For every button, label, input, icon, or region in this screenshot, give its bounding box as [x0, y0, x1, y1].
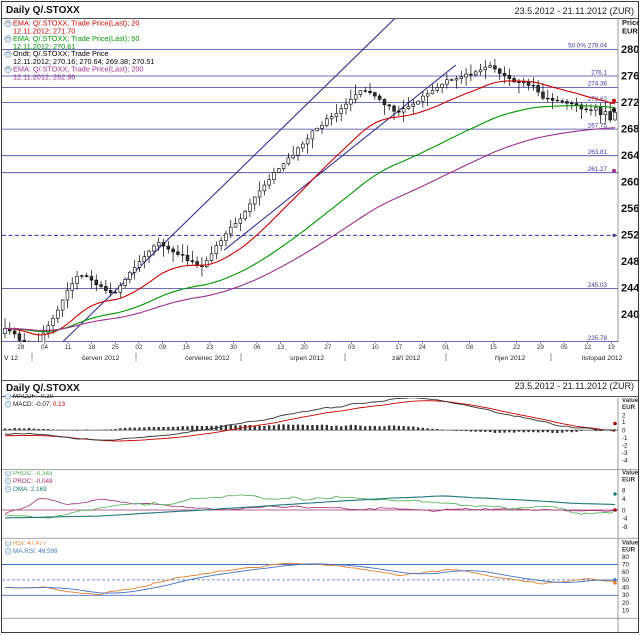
svg-text:30: 30	[622, 592, 629, 599]
svg-text:V 12: V 12	[4, 355, 18, 362]
svg-text:04: 04	[41, 344, 49, 351]
svg-text:0: 0	[622, 508, 626, 515]
svg-text:říjen 2012: říjen 2012	[495, 355, 525, 362]
svg-text:24: 24	[419, 344, 427, 351]
svg-text:RSI: 47.477: RSI: 47.477	[13, 541, 47, 547]
svg-text:červenec 2012: červenec 2012	[185, 355, 230, 362]
svg-text:září 2012: září 2012	[392, 355, 421, 362]
svg-text:274.36: 274.36	[588, 81, 608, 88]
svg-text:17: 17	[395, 344, 403, 351]
svg-text:276: 276	[621, 71, 639, 83]
svg-text:-8: -8	[622, 524, 628, 531]
svg-text:20: 20	[622, 600, 629, 607]
svg-text:MACDF: -0.20: MACDF: -0.20	[13, 394, 54, 400]
svg-text:EUR: EUR	[622, 477, 636, 484]
svg-text:Value: Value	[622, 470, 639, 477]
svg-text:-4: -4	[622, 458, 628, 465]
svg-text:1: 1	[622, 419, 626, 426]
svg-text:16: 16	[183, 344, 191, 351]
svg-text:50: 50	[622, 577, 629, 584]
svg-text:MA.RSI: 49.599: MA.RSI: 49.599	[13, 548, 58, 555]
svg-text:80: 80	[622, 554, 629, 561]
svg-text:240: 240	[621, 309, 639, 321]
svg-text:-2: -2	[622, 443, 628, 450]
svg-text:19: 19	[608, 344, 616, 351]
svg-text:0: 0	[622, 428, 626, 435]
svg-text:263.81: 263.81	[588, 149, 608, 156]
svg-text:261.27: 261.27	[588, 166, 608, 173]
svg-text:10: 10	[372, 344, 380, 351]
svg-text:01: 01	[442, 344, 450, 351]
svg-text:15: 15	[490, 344, 498, 351]
svg-text:EUR: EUR	[622, 547, 636, 554]
svg-text:20: 20	[301, 344, 309, 351]
svg-text:18: 18	[88, 344, 96, 351]
svg-text:8: 8	[622, 488, 626, 495]
svg-text:248: 248	[621, 256, 639, 268]
svg-text:22: 22	[513, 344, 521, 351]
svg-text:280: 280	[621, 44, 639, 56]
svg-text:245.03: 245.03	[588, 282, 608, 289]
svg-text:-4: -4	[622, 516, 628, 523]
svg-text:OMA: 2.169: OMA: 2.169	[13, 486, 47, 493]
svg-text:60: 60	[622, 569, 629, 576]
svg-text:27: 27	[324, 344, 332, 351]
svg-text:244: 244	[621, 283, 639, 295]
svg-text:12: 12	[584, 344, 592, 351]
svg-text:50.0% 279.04: 50.0% 279.04	[568, 43, 607, 50]
svg-text:červen 2012: červen 2012	[82, 355, 120, 362]
svg-text:Value: Value	[622, 540, 639, 547]
svg-text:08: 08	[466, 344, 474, 351]
svg-text:276.1: 276.1	[591, 69, 607, 76]
svg-text:-1: -1	[622, 435, 628, 442]
svg-text:40: 40	[622, 585, 629, 592]
svg-text:EUR: EUR	[622, 404, 636, 411]
svg-text:03: 03	[348, 344, 356, 351]
svg-text:23: 23	[206, 344, 214, 351]
svg-text:MACD: -0.07; 0.13: MACD: -0.07; 0.13	[13, 401, 66, 408]
svg-text:256: 256	[621, 203, 639, 215]
svg-text:12.11.2012; 262.96: 12.11.2012; 262.96	[13, 72, 75, 81]
svg-text:252: 252	[621, 230, 639, 242]
svg-text:srpen 2012: srpen 2012	[290, 355, 324, 362]
svg-text:272: 272	[621, 97, 639, 109]
svg-text:4: 4	[622, 496, 626, 503]
svg-text:EUR: EUR	[622, 27, 638, 36]
svg-text:-3: -3	[622, 450, 628, 457]
svg-text:05: 05	[560, 344, 568, 351]
svg-text:PROC: -0.048: PROC: -0.048	[13, 478, 53, 485]
svg-text:06: 06	[253, 344, 261, 351]
svg-text:29: 29	[537, 344, 545, 351]
svg-text:listopad 2012: listopad 2012	[582, 355, 623, 362]
svg-text:264: 264	[621, 150, 639, 162]
svg-text:28: 28	[17, 344, 25, 351]
svg-text:260: 260	[621, 177, 639, 189]
svg-text:235.78: 235.78	[588, 335, 608, 342]
svg-text:02: 02	[135, 344, 143, 351]
svg-text:10: 10	[622, 608, 629, 615]
svg-text:30: 30	[230, 344, 238, 351]
svg-text:268: 268	[621, 124, 639, 136]
svg-text:25: 25	[112, 344, 120, 351]
svg-text:70: 70	[622, 562, 629, 569]
svg-text:11: 11	[65, 344, 72, 351]
svg-text:09: 09	[159, 344, 167, 351]
svg-text:PROC: -0.343: PROC: -0.343	[13, 471, 53, 477]
svg-text:13: 13	[277, 344, 285, 351]
